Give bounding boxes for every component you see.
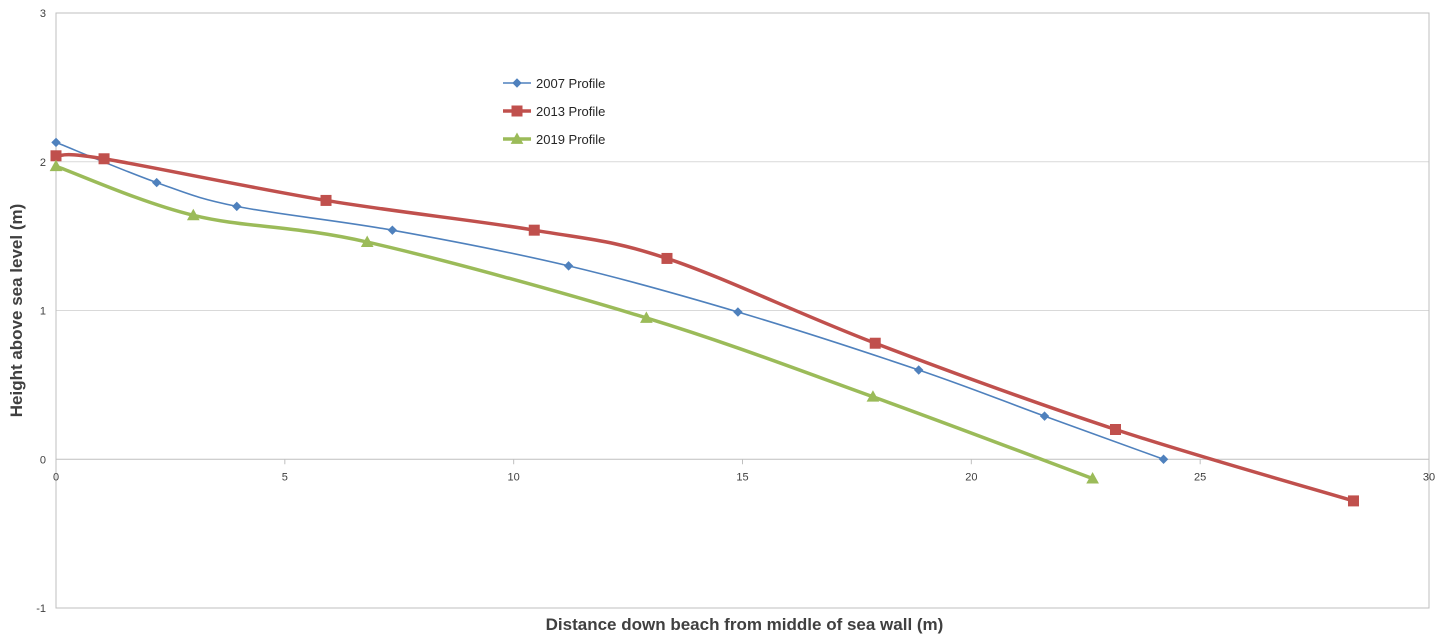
data-point [98, 153, 110, 165]
data-point [151, 177, 162, 188]
data-point [186, 208, 200, 221]
data-point [640, 311, 653, 323]
data-point [1109, 424, 1121, 435]
x-tick-label: 25 [1194, 471, 1206, 483]
data-point [387, 225, 398, 235]
y-tick-label: -1 [36, 603, 46, 615]
x-axis-title: Distance down beach from middle of sea w… [546, 615, 944, 634]
data-point [866, 390, 880, 402]
legend-marker [512, 78, 522, 88]
data-point [733, 307, 743, 317]
legend-label: 2007 Profile [536, 76, 605, 91]
legend-marker [510, 132, 524, 144]
data-point [1086, 472, 1099, 484]
data-point [49, 159, 63, 172]
legend-entry: 2007 Profile [503, 76, 605, 91]
series-3 [49, 159, 1099, 484]
series-1 [51, 137, 1169, 464]
legend-marker [511, 105, 523, 117]
plot-area-border [55, 12, 1430, 609]
y-tick-label: 2 [40, 157, 46, 169]
x-tick-label: 5 [282, 471, 288, 483]
y-axis-title: Height above sea level (m) [7, 204, 26, 418]
data-point [51, 137, 61, 148]
legend-entry: 2019 Profile [503, 132, 605, 147]
legend-label: 2013 Profile [536, 104, 605, 119]
data-point [1158, 454, 1169, 464]
legend: 2007 Profile 2013 Profile 2019 Profile [503, 76, 605, 147]
data-point [360, 235, 374, 247]
y-tick-label: 1 [40, 306, 46, 318]
data-point [1347, 495, 1359, 507]
data-point [528, 224, 540, 236]
x-tick-label: 20 [965, 471, 977, 483]
data-point [320, 194, 332, 206]
series-line [55, 141, 1165, 461]
data-point [232, 201, 242, 212]
legend-entry: 2013 Profile [503, 104, 605, 119]
axes: 0 5 10 15 20 25 30 -1 0 1 2 3 [36, 8, 1435, 615]
legend-label: 2019 Profile [536, 132, 605, 147]
x-tick-label: 0 [53, 471, 59, 483]
y-tick-label: 3 [40, 8, 46, 20]
data-point [913, 365, 924, 375]
gridlines [56, 12, 1429, 311]
x-tick-label: 10 [508, 471, 520, 483]
series-2 [50, 150, 1359, 507]
data-point [1039, 411, 1050, 421]
x-tick-label: 15 [736, 471, 748, 483]
data-point [50, 150, 62, 162]
series-line [54, 152, 1356, 503]
data-point [563, 261, 574, 271]
x-tick-label: 30 [1423, 471, 1435, 483]
data-point [869, 337, 881, 349]
data-point [661, 252, 673, 264]
y-tick-label: 0 [40, 454, 46, 466]
data-series [49, 137, 1359, 507]
series-line [54, 164, 1095, 481]
